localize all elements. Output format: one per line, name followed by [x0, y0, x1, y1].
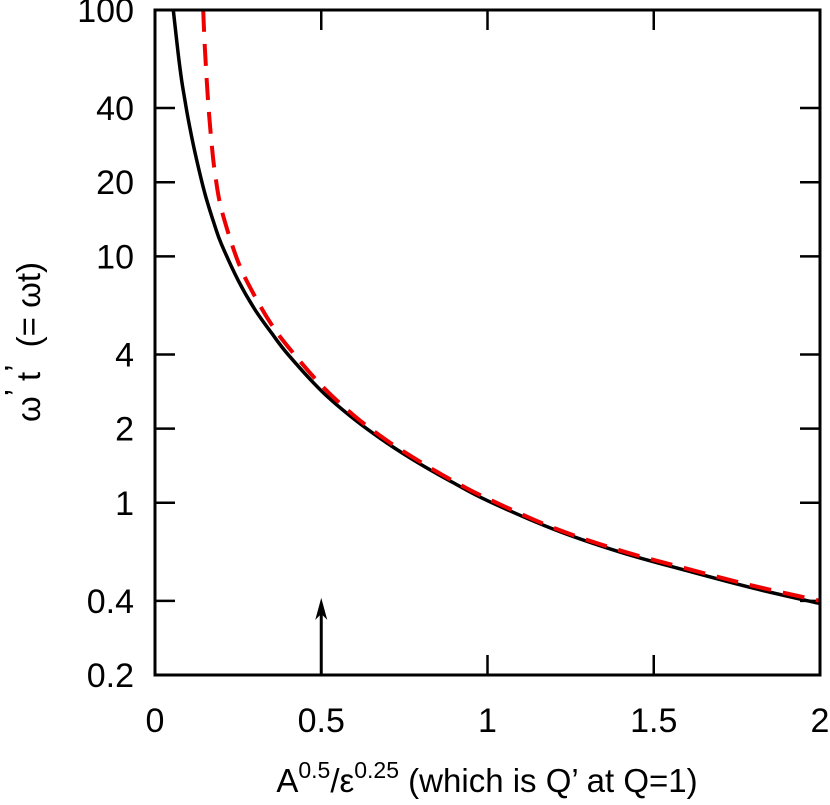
x-tick-label: 2 [811, 702, 830, 740]
y-axis-title-prime-1: ’ [0, 390, 35, 396]
x-tick-label: 0.5 [298, 702, 345, 740]
y-tick-label: 4 [115, 336, 134, 374]
y-tick-label: 100 [77, 0, 134, 30]
dashed-red-curve [201, 10, 820, 603]
x-tick-label: 1 [478, 702, 497, 740]
y-tick-label: 2 [115, 411, 134, 449]
y-tick-label: 0.2 [87, 657, 134, 695]
y-tick-label: 1 [115, 485, 134, 523]
x-axis-title-tail: (which is Q’ at Q=1) [399, 762, 698, 799]
plot-frame [153, 8, 822, 677]
annotation-layer [315, 597, 328, 675]
y-axis-title-prime-2: ’ [0, 366, 35, 372]
x-tick-labels: 0 0.5 1 1.5 2 [146, 702, 830, 740]
y-tick-label: 10 [96, 238, 134, 276]
x-tick-label: 0 [146, 702, 165, 740]
x-axis-title-epsilon: ε [340, 762, 355, 799]
y-axis-title: ω’ t’ (= ωt) [0, 262, 47, 422]
series-layer [171, 10, 820, 606]
y-axis-title-omega: ω [10, 396, 47, 422]
x-tick-label: 1.5 [630, 702, 677, 740]
x-axis-title-slash: / [330, 762, 340, 799]
solid-black-curve [171, 10, 820, 606]
tick-marks [153, 8, 822, 677]
x-axis-title-epsilon-exponent: 0.25 [354, 757, 399, 783]
x-axis-title-a: A [276, 762, 298, 799]
y-tick-label: 20 [96, 164, 134, 202]
y-axis-title-tail: (= ωt) [10, 262, 47, 366]
y-axis-title-t: t [10, 372, 47, 390]
y-tick-label: 40 [96, 90, 134, 128]
x-axis-title: A0.5/ε0.25 (which is Q’ at Q=1) [276, 757, 697, 799]
x-axis-title-a-exponent: 0.5 [298, 757, 330, 783]
arrow-head [315, 597, 328, 620]
y-tick-label: 0.4 [87, 583, 134, 621]
y-tick-labels: 0.2 0.4 1 2 4 10 20 40 100 [77, 0, 134, 695]
